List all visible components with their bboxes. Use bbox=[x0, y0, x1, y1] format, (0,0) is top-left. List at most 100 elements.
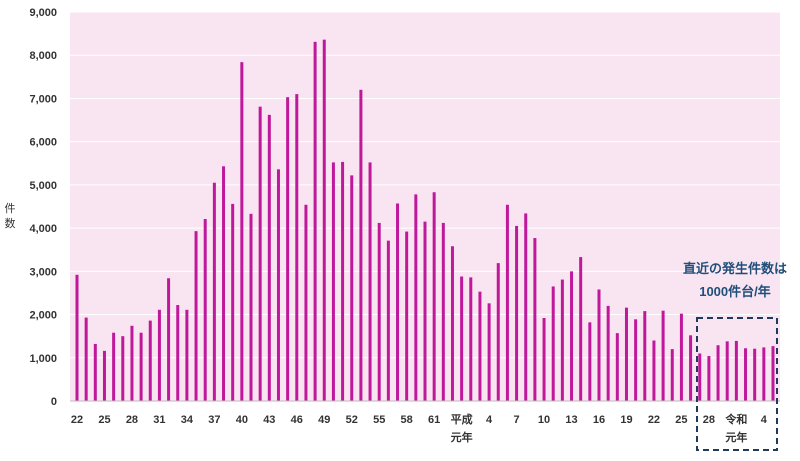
x-tick-label: 令和 bbox=[724, 412, 747, 426]
bar bbox=[570, 271, 574, 401]
bar bbox=[670, 349, 674, 401]
bar bbox=[588, 322, 592, 401]
annotation-line-2: 1000件台/年 bbox=[699, 284, 771, 299]
bar bbox=[386, 240, 390, 401]
x-tick-label: 19 bbox=[620, 414, 632, 426]
bar bbox=[405, 231, 409, 401]
bar bbox=[258, 106, 262, 401]
y-tick-label: 6,000 bbox=[29, 137, 57, 149]
bar bbox=[734, 340, 738, 401]
bar bbox=[469, 277, 473, 401]
bar bbox=[615, 333, 619, 401]
bar bbox=[240, 62, 244, 401]
bar bbox=[212, 182, 216, 401]
x-tick-label: 31 bbox=[153, 414, 165, 426]
bar bbox=[597, 289, 601, 401]
bar bbox=[368, 162, 372, 401]
bar bbox=[75, 274, 79, 401]
bar bbox=[432, 192, 436, 401]
annotation-line-1: 直近の発生件数は bbox=[683, 261, 787, 276]
bar bbox=[350, 175, 354, 401]
x-tick-label: 13 bbox=[565, 414, 577, 426]
x-tick-label: 平成 bbox=[451, 412, 473, 426]
bar bbox=[341, 161, 345, 401]
y-axis-label-char-2: 数 bbox=[5, 217, 16, 230]
y-tick-label: 3,000 bbox=[29, 266, 57, 278]
bar bbox=[84, 317, 88, 401]
bar bbox=[542, 318, 546, 401]
x-tick-label: 58 bbox=[401, 414, 413, 426]
bar bbox=[231, 203, 235, 401]
bar bbox=[533, 238, 537, 401]
bar bbox=[295, 94, 299, 402]
x-tick-label: 61 bbox=[428, 414, 440, 426]
bar bbox=[130, 325, 134, 401]
highlight-box bbox=[696, 317, 778, 451]
bar bbox=[331, 162, 335, 401]
bar bbox=[716, 345, 720, 401]
bar bbox=[203, 219, 207, 401]
x-tick-label: 46 bbox=[291, 414, 303, 426]
bar bbox=[414, 194, 418, 401]
bar bbox=[359, 89, 363, 402]
y-tick-label: 1,000 bbox=[29, 353, 57, 365]
bar bbox=[176, 305, 180, 401]
bar bbox=[652, 340, 656, 401]
bar bbox=[322, 39, 326, 401]
bar bbox=[249, 213, 253, 401]
bar bbox=[157, 309, 161, 401]
bar bbox=[762, 347, 766, 401]
bar bbox=[771, 346, 775, 401]
x-tick-label: 4 bbox=[761, 414, 768, 426]
bar bbox=[396, 203, 400, 401]
bar bbox=[560, 279, 564, 401]
bar bbox=[222, 166, 226, 401]
x-tick-label: 43 bbox=[263, 414, 275, 426]
bar bbox=[524, 213, 528, 401]
x-tick-label: 40 bbox=[236, 414, 248, 426]
bar bbox=[185, 309, 189, 401]
bar bbox=[679, 313, 683, 401]
bar bbox=[194, 231, 198, 401]
x-tick-label: 28 bbox=[126, 414, 138, 426]
y-tick-label: 5,000 bbox=[29, 180, 57, 192]
bar bbox=[276, 169, 280, 401]
x-tick-label: 22 bbox=[648, 414, 660, 426]
x-tick-sublabel: 元年 bbox=[451, 430, 473, 444]
x-tick-label: 52 bbox=[346, 414, 358, 426]
x-tick-label: 55 bbox=[373, 414, 385, 426]
bar bbox=[102, 350, 106, 401]
bar bbox=[643, 311, 647, 401]
x-tick-label: 25 bbox=[98, 414, 110, 426]
y-tick-label: 4,000 bbox=[29, 223, 57, 235]
bars bbox=[75, 39, 775, 402]
bar bbox=[505, 204, 509, 401]
x-tick-sublabel: 元年 bbox=[725, 430, 747, 444]
x-tick-label: 7 bbox=[514, 414, 520, 426]
bar bbox=[441, 222, 445, 401]
bar bbox=[286, 97, 290, 402]
bar bbox=[450, 246, 454, 401]
bar bbox=[423, 221, 427, 401]
bar bbox=[725, 341, 729, 401]
bar bbox=[624, 307, 628, 401]
x-tick-label: 22 bbox=[71, 414, 83, 426]
bar bbox=[112, 332, 116, 401]
bar bbox=[689, 335, 693, 401]
bar bbox=[478, 291, 482, 401]
bar bbox=[744, 348, 748, 401]
bar bbox=[606, 305, 610, 401]
y-tick-label: 0 bbox=[51, 396, 57, 408]
y-axis-title: 件 数 bbox=[5, 202, 16, 230]
y-tick-label: 7,000 bbox=[29, 93, 57, 105]
y-tick-label: 8,000 bbox=[29, 50, 57, 62]
bar bbox=[487, 303, 491, 401]
bar bbox=[515, 225, 519, 401]
bar bbox=[634, 319, 638, 401]
x-tick-label: 34 bbox=[181, 414, 194, 426]
bar bbox=[304, 204, 308, 401]
bar bbox=[460, 276, 464, 401]
